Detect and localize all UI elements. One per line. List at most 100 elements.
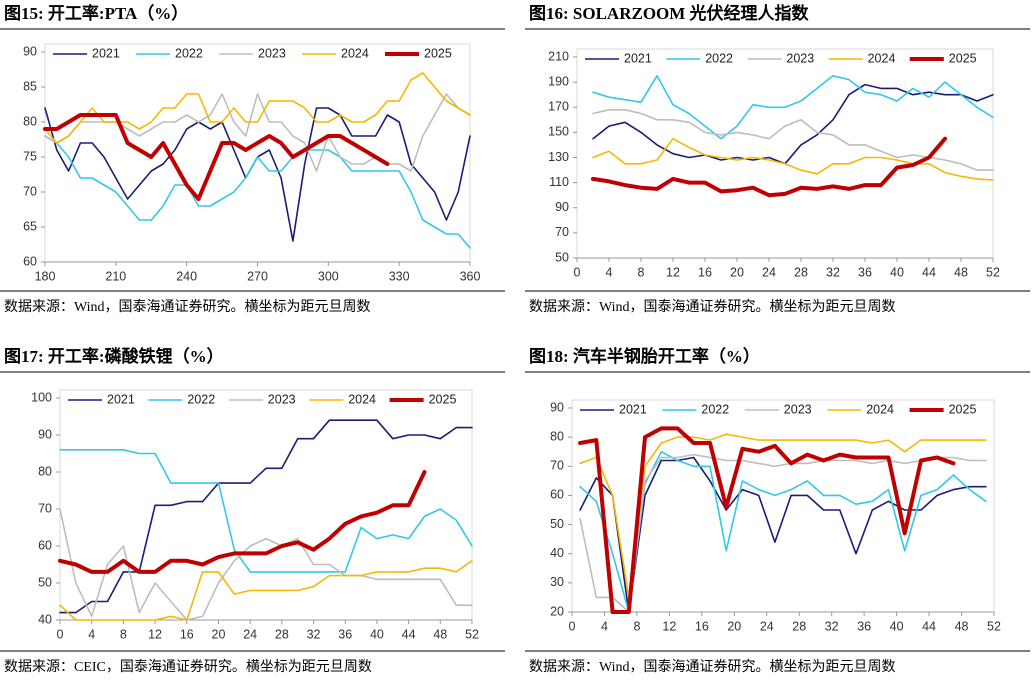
legend-bg <box>660 402 737 418</box>
x-tick-label: 270 <box>247 269 268 283</box>
x-tick-label: 8 <box>638 265 645 279</box>
x-tick-label: 210 <box>105 269 126 283</box>
legend-label: 2024 <box>341 46 369 60</box>
x-tick-label: 28 <box>792 619 806 633</box>
legend-bg <box>383 46 460 62</box>
legend-label: 2021 <box>92 46 120 60</box>
series-line <box>58 470 427 574</box>
x-tick-label: 300 <box>318 269 339 283</box>
chart-title: 图18: 汽车半钢胎开工率（%） <box>529 346 760 366</box>
series-line <box>43 113 390 201</box>
x-tick-label: 32 <box>825 619 839 633</box>
series-line <box>579 450 987 613</box>
series-line <box>59 419 473 614</box>
y-tick-label: 90 <box>38 427 52 441</box>
y-tick-label: 210 <box>548 49 569 63</box>
series-line <box>579 453 987 613</box>
legend-label: 2021 <box>107 392 135 406</box>
x-tick-label: 36 <box>858 265 872 279</box>
y-tick-label: 85 <box>23 79 37 93</box>
legend-label: 2023 <box>268 392 296 406</box>
legend-bg <box>300 46 377 62</box>
legend-label: 2022 <box>187 392 215 406</box>
x-tick-label: 4 <box>606 265 613 279</box>
legend-bg <box>217 46 294 62</box>
x-tick-label: 48 <box>955 619 969 633</box>
x-tick-label: 4 <box>601 619 608 633</box>
legend-bg <box>907 402 984 418</box>
x-tick-label: 330 <box>389 269 410 283</box>
legend-label: 2021 <box>624 51 652 65</box>
x-tick-label: 180 <box>35 269 56 283</box>
y-tick-label: 170 <box>548 100 569 114</box>
x-tick-label: 0 <box>574 265 581 279</box>
series-line <box>591 136 947 198</box>
legend-label: 2022 <box>701 402 729 416</box>
x-tick-label: 12 <box>148 627 162 641</box>
x-tick-label: 24 <box>762 265 776 279</box>
legend-bg <box>226 392 302 408</box>
x-tick-label: 12 <box>666 265 680 279</box>
x-tick-label: 20 <box>727 619 741 633</box>
legend-label: 2023 <box>258 46 286 60</box>
x-tick-label: 52 <box>987 619 1001 633</box>
series-line <box>59 560 473 621</box>
y-tick-label: 130 <box>548 150 569 164</box>
legend-bg <box>583 51 659 67</box>
source-note: 数据来源：CEIC，国泰海通证券研究。横坐标为距元旦周数 <box>4 659 372 675</box>
x-tick-label: 32 <box>826 265 840 279</box>
x-tick-label: 52 <box>986 265 1000 279</box>
x-tick-label: 36 <box>857 619 871 633</box>
legend-label: 2023 <box>784 402 812 416</box>
x-tick-label: 20 <box>730 265 744 279</box>
legend-label: 2024 <box>868 51 896 65</box>
series-line <box>44 107 471 242</box>
x-tick-label: 40 <box>890 265 904 279</box>
y-tick-label: 60 <box>550 488 564 502</box>
series-line <box>44 72 471 144</box>
legend-label: 2024 <box>866 402 894 416</box>
y-tick-label: 110 <box>549 175 569 189</box>
series-line <box>59 508 473 621</box>
y-tick-label: 75 <box>23 149 37 163</box>
y-tick-label: 80 <box>550 429 564 443</box>
series-line <box>44 93 471 172</box>
x-tick-label: 12 <box>662 619 676 633</box>
x-tick-label: 4 <box>88 627 95 641</box>
y-tick-label: 60 <box>23 254 37 268</box>
x-tick-label: 24 <box>243 627 257 641</box>
x-tick-label: 28 <box>794 265 808 279</box>
chart-title: 图15: 开工率:PTA（%） <box>4 3 188 23</box>
y-tick-label: 100 <box>31 390 52 404</box>
series-line <box>592 83 994 165</box>
x-tick-label: 20 <box>212 627 226 641</box>
x-tick-label: 0 <box>569 619 576 633</box>
x-tick-label: 32 <box>307 627 321 641</box>
series-line <box>59 449 473 573</box>
y-tick-label: 190 <box>548 74 569 88</box>
y-tick-label: 30 <box>550 575 564 589</box>
legend-bg <box>826 51 902 67</box>
legend-label: 2022 <box>175 46 203 60</box>
y-tick-label: 70 <box>23 184 37 198</box>
series-line <box>592 75 994 140</box>
series-line <box>578 426 956 614</box>
legend-bg <box>825 402 902 418</box>
legend-bg <box>745 51 821 67</box>
y-tick-label: 90 <box>23 44 37 58</box>
series-line <box>579 433 987 599</box>
x-tick-label: 40 <box>890 619 904 633</box>
x-tick-label: 240 <box>176 269 197 283</box>
x-tick-label: 16 <box>180 627 194 641</box>
x-tick-label: 8 <box>633 619 640 633</box>
x-tick-label: 48 <box>954 265 968 279</box>
y-tick-label: 40 <box>38 612 52 626</box>
x-tick-label: 44 <box>922 619 936 633</box>
x-tick-label: 48 <box>433 627 447 641</box>
y-tick-label: 90 <box>555 200 569 214</box>
legend-bg <box>51 46 128 62</box>
source-note: 数据来源：Wind，国泰海通证券研究。横坐标为距元旦周数 <box>529 659 896 675</box>
plot-frame <box>571 399 995 613</box>
chart-title: 图17: 开工率:磷酸铁锂（%） <box>4 346 224 366</box>
